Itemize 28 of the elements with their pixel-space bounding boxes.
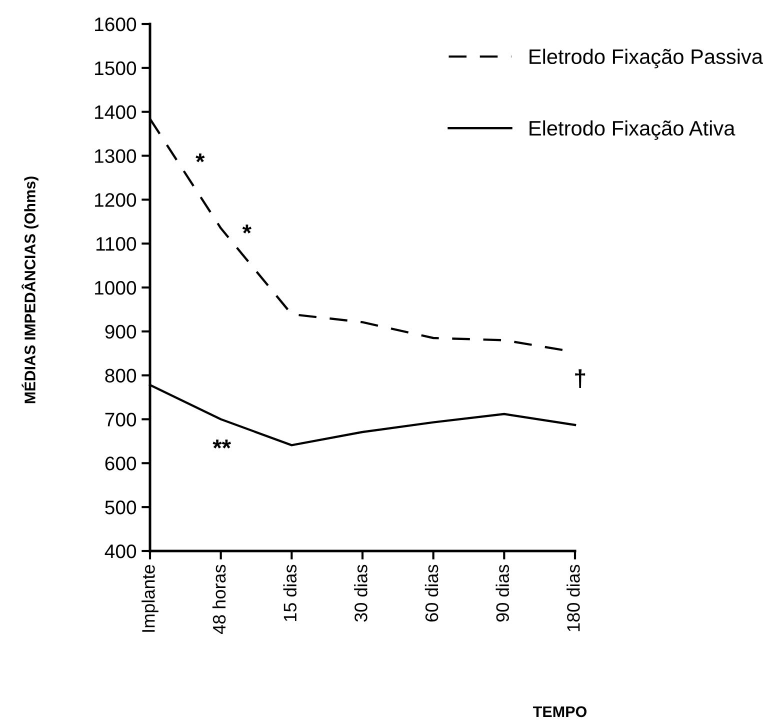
annotation: **	[212, 440, 231, 448]
y-tick-label: 600	[105, 456, 136, 470]
legend-label: Eletrodo Fixação Ativa	[530, 120, 736, 140]
x-tick-label: 90 dias	[496, 564, 510, 622]
y-tick-label: 700	[105, 412, 136, 426]
x-tick-label: 180 dias	[566, 564, 580, 632]
annotation: *	[196, 154, 205, 162]
text: †	[575, 369, 586, 388]
x-tick-label: 48 horas	[212, 564, 226, 634]
legend-label: Eletrodo Fixação Passiva	[530, 48, 763, 68]
y-tick-label: 1300	[95, 149, 136, 163]
y-tick-label: 1500	[95, 61, 136, 76]
y-tick-label: 1600	[95, 17, 136, 32]
x-tick-label: 15 dias	[283, 564, 297, 622]
y-tick-label: 900	[105, 324, 136, 339]
y-tick-label: 1200	[95, 193, 136, 207]
y-tick-label: 1400	[95, 105, 136, 120]
annotation: *	[242, 224, 252, 234]
y-tick-label: 500	[105, 500, 136, 514]
x-tick-label: 30 dias	[354, 564, 368, 622]
y-tick-label: 800	[105, 368, 136, 383]
y-tick-label: 1000	[95, 280, 136, 295]
x-axis-title: TEMPO	[533, 706, 587, 718]
x-tick-label: Implante	[142, 564, 158, 632]
y-tick-label: 400	[104, 544, 136, 558]
x-tick-label: 60 dias	[424, 564, 438, 622]
y-axis-title: MÉDIAS IMPEDÂNCIAS (Ohms)	[22, 176, 38, 404]
y-tick-label: 1100	[96, 237, 136, 251]
